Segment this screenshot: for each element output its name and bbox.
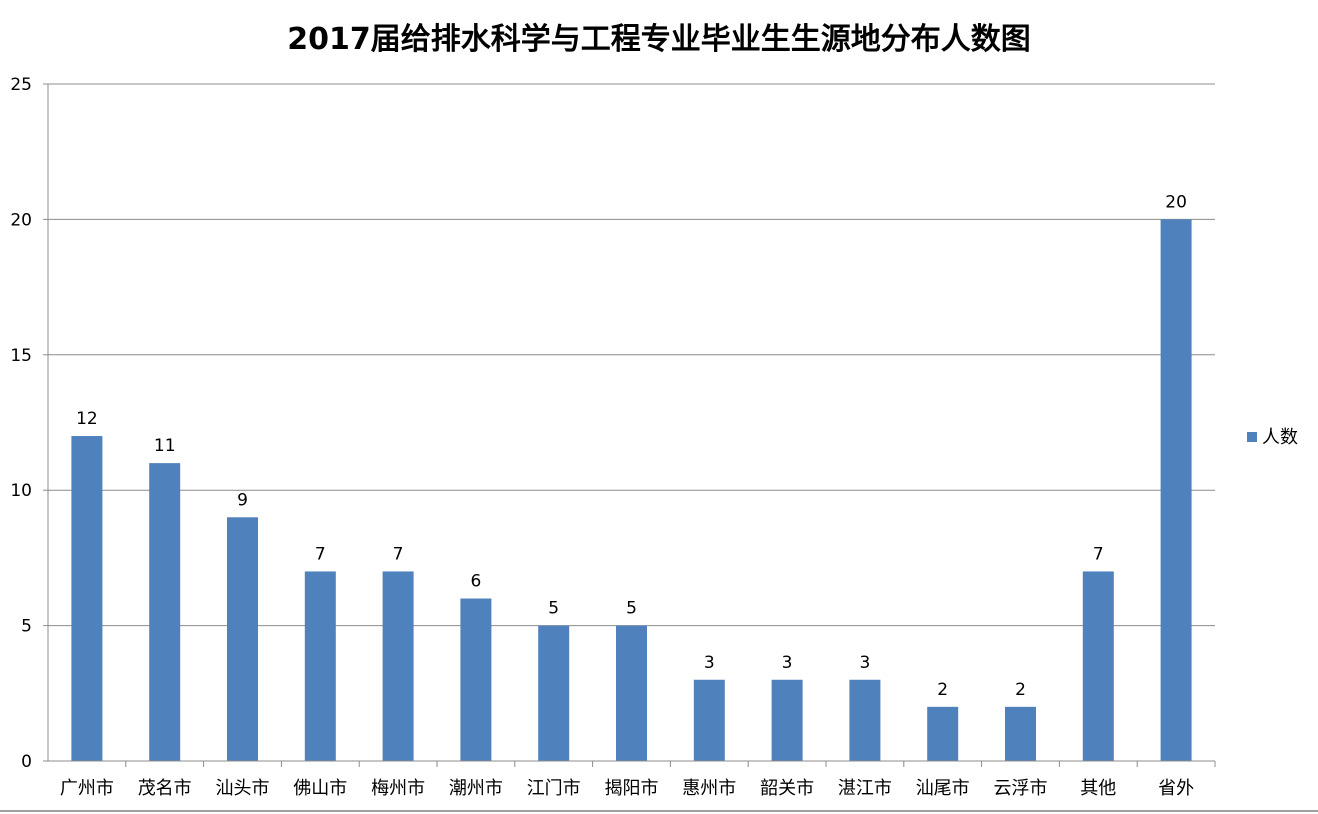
- x-tick-label: 茂名市: [138, 778, 192, 799]
- data-label: 3: [704, 653, 715, 673]
- y-tick-label: 15: [10, 346, 32, 366]
- x-tick-label: 广州市: [60, 778, 114, 799]
- bars: [71, 219, 1192, 761]
- bar: [71, 436, 103, 761]
- data-label: 2: [1015, 680, 1026, 700]
- gridlines: [48, 83, 1215, 627]
- x-tick-label: 汕头市: [216, 778, 270, 799]
- bar: [616, 625, 647, 761]
- bar: [1005, 706, 1036, 761]
- x-tick-label: 湛江市: [838, 778, 892, 799]
- chart-title: 2017届给排水科学与工程专业毕业生生源地分布人数图: [287, 22, 1031, 57]
- bar: [1082, 571, 1114, 761]
- y-tick-label: 20: [10, 210, 32, 230]
- bar: [771, 679, 803, 761]
- bar: [1160, 219, 1192, 761]
- x-tick-label: 省外: [1158, 778, 1194, 799]
- x-tick-label: 佛山市: [293, 778, 347, 799]
- bar: [927, 706, 959, 761]
- bar: [693, 679, 725, 761]
- axes: [47, 84, 1215, 762]
- data-label: 11: [154, 436, 176, 456]
- y-tick-label: 0: [21, 752, 32, 772]
- x-axis-ticks: 广州市 茂名市 汕头市 佛山市 梅州市 潮州市 江门市 揭阳市 惠州市 韶关市 湛江市 汕尾市 云浮市 其…: [60, 761, 1216, 799]
- data-labels: 12 11 9 7 7 6 5 5 3 3 3 2 2 7 20: [76, 192, 1187, 699]
- legend-label: 人数: [1262, 427, 1298, 448]
- data-label: 5: [626, 599, 637, 619]
- bar: [460, 598, 492, 761]
- data-label: 5: [548, 599, 559, 619]
- bottom-divider: [0, 810, 1318, 812]
- y-tick-label: 10: [10, 481, 32, 501]
- bar: [304, 571, 336, 761]
- data-label: 20: [1165, 192, 1187, 212]
- y-tick-label: 5: [21, 617, 32, 637]
- data-label: 7: [315, 544, 326, 564]
- legend: 人数: [1247, 427, 1298, 448]
- y-axis-ticks: 0 5 10 15 20 25: [10, 75, 48, 772]
- bar: [538, 625, 570, 761]
- bar: [227, 517, 258, 761]
- data-label: 12: [76, 409, 98, 429]
- x-tick-label: 汕尾市: [916, 778, 970, 799]
- data-label: 3: [859, 653, 870, 673]
- x-tick-label: 江门市: [527, 778, 581, 799]
- data-label: 7: [1093, 544, 1104, 564]
- bar: [382, 571, 414, 761]
- data-label: 6: [470, 572, 481, 592]
- data-label: 7: [393, 544, 404, 564]
- bar: [849, 679, 881, 761]
- data-label: 9: [237, 490, 248, 510]
- x-tick-label: 云浮市: [994, 778, 1048, 799]
- bar: [149, 463, 181, 761]
- data-label: 2: [937, 680, 948, 700]
- x-tick-label: 梅州市: [371, 778, 425, 799]
- x-tick-label: 潮州市: [449, 778, 503, 799]
- x-tick-label: 惠州市: [682, 778, 736, 799]
- y-tick-label: 25: [10, 75, 32, 95]
- x-tick-label: 韶关市: [760, 778, 814, 799]
- x-tick-label: 揭阳市: [605, 778, 659, 799]
- legend-swatch: [1247, 432, 1257, 442]
- x-tick-label: 其他: [1080, 778, 1116, 799]
- data-label: 3: [782, 653, 793, 673]
